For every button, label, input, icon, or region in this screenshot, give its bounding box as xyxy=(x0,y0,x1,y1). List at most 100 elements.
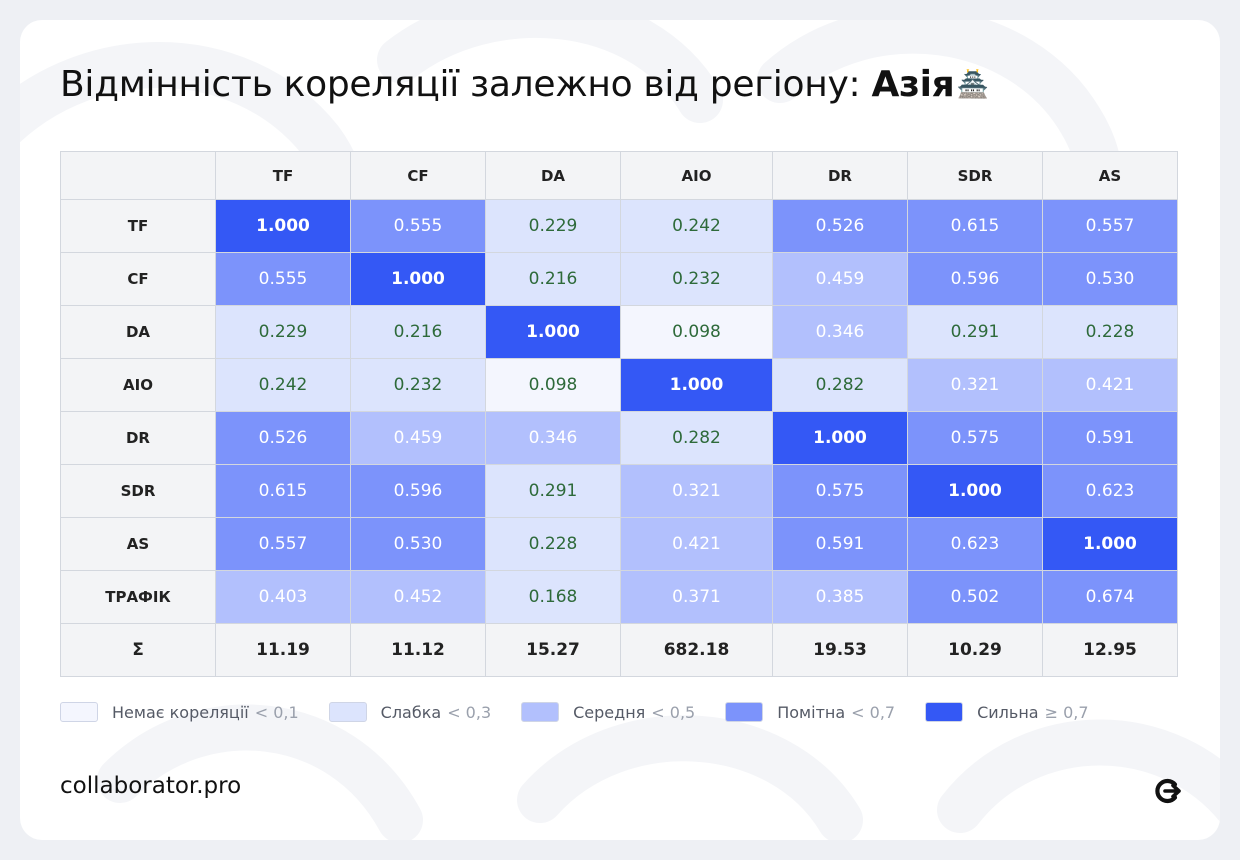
legend-item: Немає кореляції < 0,1 xyxy=(60,702,299,722)
row-header-sdr: SDR xyxy=(60,464,216,518)
table-row: TF 1.000 0.555 0.229 0.242 0.526 0.615 0.557 xyxy=(60,199,1178,253)
heatmap-cell: 0.557 xyxy=(1042,199,1178,253)
legend-label: Помітна xyxy=(777,702,846,722)
column-header-da: DA xyxy=(485,151,621,200)
heatmap-cell: 0.459 xyxy=(350,411,486,465)
heatmap-cell: 0.452 xyxy=(350,570,486,624)
column-header-as: AS xyxy=(1042,151,1178,200)
column-header-tf: TF xyxy=(215,151,351,200)
heatmap-cell: 0.615 xyxy=(907,199,1043,253)
heatmap-cell: 0.216 xyxy=(485,252,621,306)
legend-swatch xyxy=(925,702,964,722)
legend-label: Сильна xyxy=(977,702,1039,722)
row-header-трафік: ТРАФІК xyxy=(60,570,216,624)
summary-cell: 19.53 xyxy=(772,623,908,677)
heatmap-cell: 0.421 xyxy=(1042,358,1178,412)
heatmap-cell: 0.530 xyxy=(1042,252,1178,306)
legend-label: Середня xyxy=(573,702,646,722)
heatmap-cell: 0.555 xyxy=(215,252,351,306)
heatmap-cell: 0.242 xyxy=(620,199,773,253)
heatmap-cell: 1.000 xyxy=(215,199,351,253)
legend-item: Середня < 0,5 xyxy=(521,702,695,722)
heatmap-cell: 0.229 xyxy=(485,199,621,253)
legend-threshold: < 0,7 xyxy=(851,702,896,722)
heatmap-cell: 0.371 xyxy=(620,570,773,624)
heatmap-cell: 0.575 xyxy=(907,411,1043,465)
brand-logo: collaborator.pro xyxy=(60,773,242,799)
heatmap-cell: 0.228 xyxy=(1042,305,1178,359)
heatmap-cell: 0.242 xyxy=(215,358,351,412)
heatmap-cell: 0.596 xyxy=(907,252,1043,306)
column-header-aio: AIO xyxy=(620,151,773,200)
heatmap-cell: 0.555 xyxy=(350,199,486,253)
heatmap-cell: 0.321 xyxy=(620,464,773,518)
row-header-dr: DR xyxy=(60,411,216,465)
table-row: AS 0.557 0.530 0.228 0.421 0.591 0.623 1.000 xyxy=(60,517,1178,571)
heatmap-cell: 0.575 xyxy=(772,464,908,518)
heatmap-cell: 1.000 xyxy=(907,464,1043,518)
heatmap-cell: 0.321 xyxy=(907,358,1043,412)
heatmap-cell: 0.557 xyxy=(215,517,351,571)
heatmap-cell: 0.168 xyxy=(485,570,621,624)
heatmap-cell: 0.623 xyxy=(907,517,1043,571)
heatmap-cell: 0.385 xyxy=(772,570,908,624)
legend: Немає кореляції < 0,1 Слабка < 0,3 Середня < … xyxy=(60,700,1119,724)
title-prefix: Відмінність кореляції залежно від регіон… xyxy=(60,64,872,105)
heatmap-cell: 0.232 xyxy=(350,358,486,412)
heatmap-cell: 0.615 xyxy=(215,464,351,518)
column-header-cf: CF xyxy=(350,151,486,200)
legend-swatch xyxy=(328,702,367,722)
heatmap-cell: 1.000 xyxy=(485,305,621,359)
summary-cell: 12.95 xyxy=(1042,623,1178,677)
row-header-da: DA xyxy=(60,305,216,359)
heatmap-cell: 0.346 xyxy=(772,305,908,359)
column-header-dr: DR xyxy=(772,151,908,200)
heatmap-cell: 0.421 xyxy=(620,517,773,571)
table-row: DA 0.229 0.216 1.000 0.098 0.346 0.291 0.228 xyxy=(60,305,1178,359)
pagoda-icon: 🏯 xyxy=(956,70,989,100)
summary-cell: 11.12 xyxy=(350,623,486,677)
correlation-heatmap: TF CF DA AIO DR SDR AS TF 1.000 0.555 0.229 0.242 0… xyxy=(60,151,1178,677)
heatmap-cell: 0.674 xyxy=(1042,570,1178,624)
legend-item: Сильна ≥ 0,7 xyxy=(925,702,1089,722)
heatmap-cell: 0.282 xyxy=(772,358,908,412)
summary-row-label: Σ xyxy=(60,623,216,677)
summary-cell: 10.29 xyxy=(907,623,1043,677)
heatmap-cell: 0.591 xyxy=(772,517,908,571)
table-row: DR 0.526 0.459 0.346 0.282 1.000 0.575 0.591 xyxy=(60,411,1178,465)
table-row: CF 0.555 1.000 0.216 0.232 0.459 0.596 0.530 xyxy=(60,252,1178,306)
legend-threshold: < 0,1 xyxy=(254,702,299,722)
heatmap-cell: 0.526 xyxy=(215,411,351,465)
header-corner xyxy=(60,151,216,200)
heatmap-cell: 0.526 xyxy=(772,199,908,253)
heatmap-cell: 1.000 xyxy=(772,411,908,465)
heatmap-cell: 0.591 xyxy=(1042,411,1178,465)
chart-title: Відмінність кореляції залежно від регіон… xyxy=(60,64,989,105)
row-header-as: AS xyxy=(60,517,216,571)
summary-row: Σ 11.19 11.12 15.27 682.18 19.53 10.29 12.95 xyxy=(60,623,1178,677)
title-region: Азія xyxy=(871,64,955,105)
heatmap-cell: 0.098 xyxy=(620,305,773,359)
row-header-tf: TF xyxy=(60,199,216,253)
row-header-aio: AIO xyxy=(60,358,216,412)
table-row: AIO 0.242 0.232 0.098 1.000 0.282 0.321 0.421 xyxy=(60,358,1178,412)
heatmap-cell: 0.229 xyxy=(215,305,351,359)
summary-cell: 11.19 xyxy=(215,623,351,677)
heatmap-cell: 0.291 xyxy=(485,464,621,518)
heatmap-cell: 0.346 xyxy=(485,411,621,465)
legend-item: Слабка < 0,3 xyxy=(328,702,491,722)
table-row: ТРАФІК 0.403 0.452 0.168 0.371 0.385 0.502 0.67… xyxy=(60,570,1178,624)
legend-threshold: < 0,5 xyxy=(651,702,696,722)
heatmap-cell: 0.216 xyxy=(350,305,486,359)
heatmap-cell: 0.098 xyxy=(485,358,621,412)
heatmap-cell: 0.596 xyxy=(350,464,486,518)
row-header-cf: CF xyxy=(60,252,216,306)
legend-label: Слабка xyxy=(380,702,442,722)
heatmap-cell: 1.000 xyxy=(350,252,486,306)
heatmap-cell: 0.403 xyxy=(215,570,351,624)
legend-swatch xyxy=(725,702,764,722)
heatmap-cell: 0.291 xyxy=(907,305,1043,359)
heatmap-cell: 1.000 xyxy=(620,358,773,412)
legend-item: Помітна < 0,7 xyxy=(725,702,895,722)
column-header-sdr: SDR xyxy=(907,151,1043,200)
